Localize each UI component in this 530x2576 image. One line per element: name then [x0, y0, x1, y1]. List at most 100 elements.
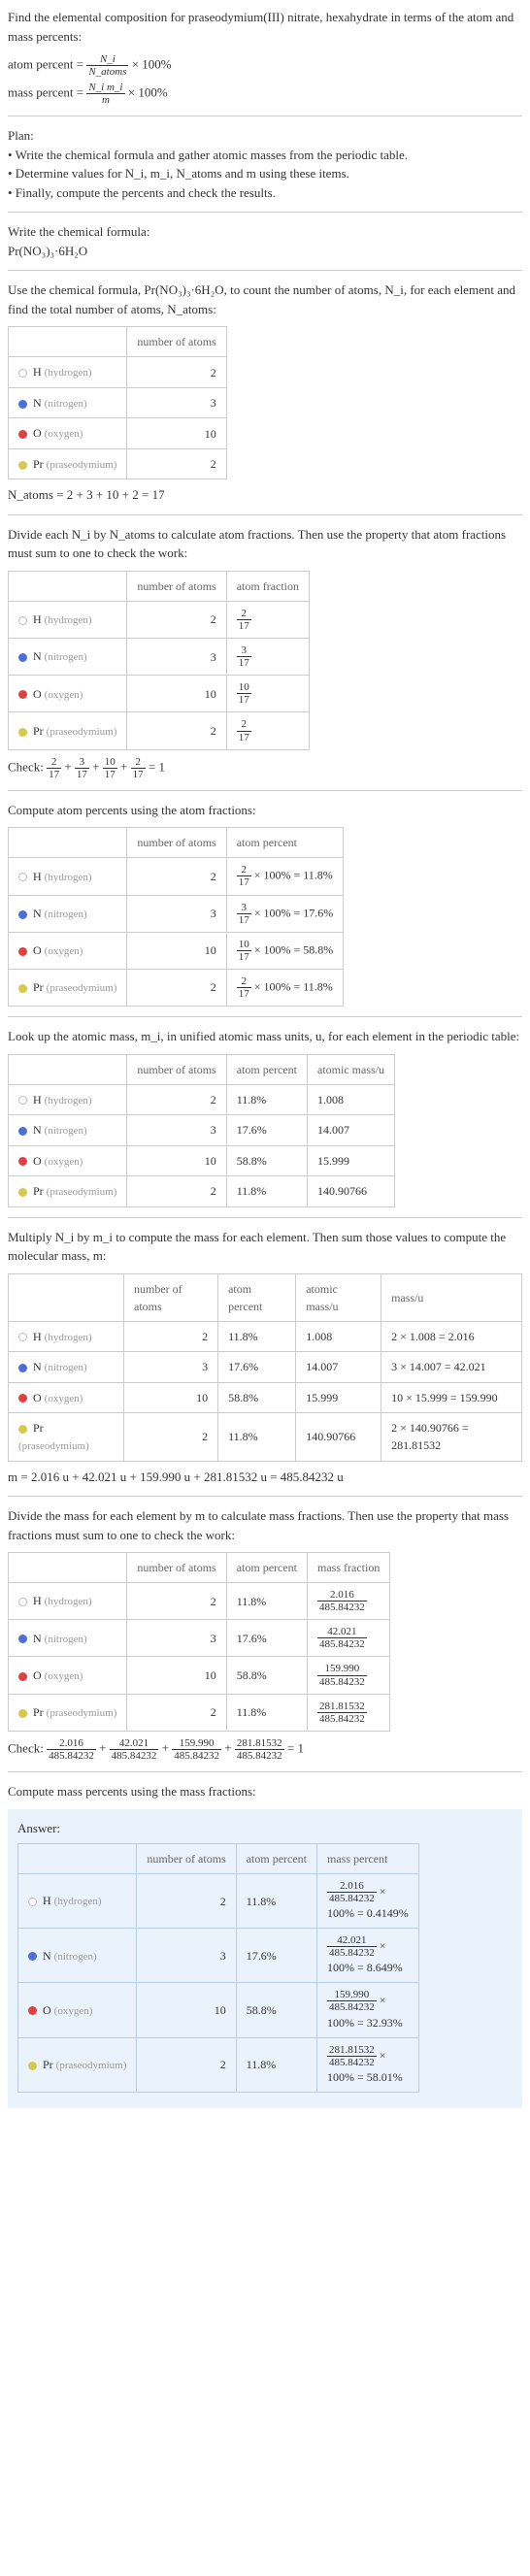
- element-cell: O (oxygen): [18, 1983, 137, 2037]
- table-row: Pr (praseodymium)2: [9, 448, 227, 479]
- element-dot: [18, 430, 27, 439]
- mfrac-cell: 42.021485.84232: [308, 1620, 390, 1657]
- element-cell: Pr (praseodymium): [9, 448, 127, 479]
- n-cell: 3: [127, 639, 226, 676]
- ap-num: N_i: [100, 53, 116, 65]
- n-cell: 3: [127, 895, 226, 932]
- mass-cell: 15.999: [308, 1145, 395, 1176]
- frac-cell: 1017: [226, 676, 309, 712]
- table-row: N (nitrogen)317.6%14.0073 × 14.007 = 42.…: [9, 1352, 522, 1383]
- n-cell: 2: [127, 1084, 226, 1115]
- element-dot: [28, 1898, 37, 1906]
- formula-heading: Write the chemical formula:: [8, 222, 522, 242]
- element-cell: O (oxygen): [9, 676, 127, 712]
- pct-cell: 11.8%: [218, 1413, 296, 1462]
- mpct-cell: 42.021485.84232 × 100% = 8.649%: [317, 1929, 419, 1983]
- pct-cell: 11.8%: [226, 1583, 307, 1620]
- atomfrac-check: Check: 217 + 317 + 1017 + 217 = 1: [8, 756, 522, 780]
- divider: [8, 270, 522, 271]
- molmass-text: Multiply N_i by m_i to compute the mass …: [8, 1228, 522, 1266]
- divider: [8, 1217, 522, 1218]
- col-pct: atom percent: [226, 1054, 307, 1084]
- element-cell: H (hydrogen): [18, 1874, 137, 1929]
- element-cell: N (nitrogen): [9, 1352, 124, 1383]
- element-dot: [18, 653, 27, 662]
- pct-cell: 217 × 100% = 11.8%: [226, 969, 344, 1006]
- mass-cell: 1.008: [296, 1321, 381, 1352]
- molmass-sum: m = 2.016 u + 42.021 u + 159.990 u + 281…: [8, 1468, 522, 1487]
- check-eq: = 1: [287, 1740, 304, 1755]
- table-row: N (nitrogen)317.6%14.007: [9, 1115, 395, 1146]
- element-cell: N (nitrogen): [9, 387, 127, 418]
- element-dot: [18, 461, 27, 470]
- divider: [8, 1496, 522, 1497]
- col-mass: atomic mass/u: [296, 1273, 381, 1321]
- element-cell: H (hydrogen): [9, 601, 127, 638]
- element-cell: O (oxygen): [9, 932, 127, 969]
- table-row: Pr (praseodymium)211.8%281.81532485.8423…: [9, 1694, 390, 1731]
- element-dot: [18, 690, 27, 699]
- n-cell: 2: [127, 712, 226, 749]
- element-dot: [28, 2006, 37, 2015]
- mass-cell: 14.007: [296, 1352, 381, 1383]
- count-table: number of atoms H (hydrogen)2N (nitrogen…: [8, 326, 227, 479]
- n-cell: 2: [127, 969, 226, 1006]
- atom-percent-label: atom percent =: [8, 57, 83, 72]
- element-dot: [18, 873, 27, 881]
- massfrac-table: number of atomsatom percentmass fraction…: [8, 1552, 390, 1732]
- plan-heading: Plan:: [8, 126, 522, 146]
- n-cell: 2: [127, 1176, 226, 1207]
- element-dot: [18, 400, 27, 409]
- element-cell: O (oxygen): [9, 1382, 124, 1413]
- check-label: Check:: [8, 759, 44, 774]
- table-row: Pr (praseodymium)2217: [9, 712, 310, 749]
- table-row: N (nitrogen)317.6%42.021485.84232: [9, 1620, 390, 1657]
- calc-cell: 3 × 14.007 = 42.021: [381, 1352, 522, 1383]
- pct-cell: 11.8%: [226, 1176, 307, 1207]
- atom-percent-formula: atom percent = N_iN_atoms × 100%: [8, 53, 522, 78]
- calc-cell: 2 × 140.90766 = 281.81532: [381, 1413, 522, 1462]
- mp-num: N_i m_i: [88, 82, 122, 93]
- n-cell: 10: [127, 676, 226, 712]
- n-cell: 2: [127, 448, 226, 479]
- pct-cell: 58.8%: [226, 1657, 307, 1694]
- n-cell: 10: [127, 1657, 226, 1694]
- calc-cell: 10 × 15.999 = 159.990: [381, 1382, 522, 1413]
- count-text: Use the chemical formula, Pr(NO₃)₃·6H₂O,…: [8, 281, 522, 318]
- answer-box: Answer: number of atomsatom percentmass …: [8, 1809, 522, 2108]
- molmass-table: number of atomsatom percentatomic mass/u…: [8, 1273, 522, 1462]
- n-cell: 2: [127, 357, 226, 388]
- col-mpct: mass percent: [317, 1844, 419, 1874]
- element-dot: [18, 1709, 27, 1718]
- n-cell: 2: [127, 1583, 226, 1620]
- n-cell: 2: [124, 1321, 218, 1352]
- answer-table: number of atomsatom percentmass percent …: [17, 1843, 419, 2093]
- pct-cell: 17.6%: [226, 1115, 307, 1146]
- mass-cell: 1.008: [308, 1084, 395, 1115]
- element-dot: [18, 1635, 27, 1643]
- table-row: N (nitrogen)3: [9, 387, 227, 418]
- intro-title: Find the elemental composition for prase…: [8, 8, 522, 46]
- table-row: H (hydrogen)211.8%1.0082 × 1.008 = 2.016: [9, 1321, 522, 1352]
- times-100-a: × 100%: [132, 57, 172, 72]
- pct-cell: 58.8%: [218, 1382, 296, 1413]
- element-dot: [18, 1333, 27, 1341]
- col-number: number of atoms: [127, 327, 226, 357]
- pct-cell: 317 × 100% = 17.6%: [226, 895, 344, 932]
- table-row: H (hydrogen)211.8%2.016485.84232: [9, 1583, 390, 1620]
- n-cell: 10: [124, 1382, 218, 1413]
- chemical-formula: Pr(NO₃)₃·6H₂O: [8, 242, 522, 261]
- n-cell: 10: [137, 1983, 236, 2037]
- n-cell: 2: [124, 1413, 218, 1462]
- element-dot: [18, 616, 27, 625]
- col-massu: mass/u: [381, 1273, 522, 1321]
- col-number: number of atoms: [127, 1553, 226, 1583]
- element-cell: H (hydrogen): [9, 357, 127, 388]
- n-cell: 3: [127, 1620, 226, 1657]
- pct-cell: 17.6%: [226, 1620, 307, 1657]
- table-row: O (oxygen)101017 × 100% = 58.8%: [9, 932, 344, 969]
- element-cell: N (nitrogen): [9, 1620, 127, 1657]
- divider: [8, 212, 522, 213]
- element-cell: Pr (praseodymium): [9, 969, 127, 1006]
- col-number: number of atoms: [137, 1844, 236, 1874]
